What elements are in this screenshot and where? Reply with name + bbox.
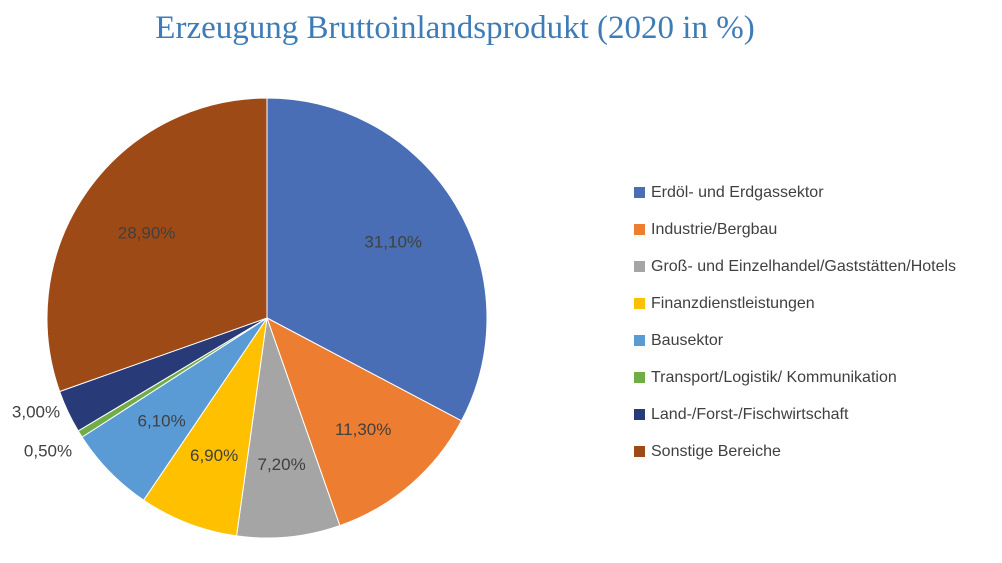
legend-item-erdoel-und-erdgassektor: Erdöl- und Erdgassektor bbox=[634, 174, 956, 211]
legend-label: Bausektor bbox=[651, 331, 724, 349]
pie-slice-finanzdienstleistungen bbox=[142, 317, 268, 537]
data-label-sonstige-bereiche: 28,90% bbox=[118, 223, 176, 242]
legend-swatch bbox=[634, 335, 645, 346]
pie-slices bbox=[46, 97, 488, 539]
legend-swatch bbox=[634, 224, 645, 235]
legend-item-land-forst-fischwirtschaft: Land-/Forst-/Fischwirtschaft bbox=[634, 396, 956, 433]
legend-label: Groß- und Einzelhandel/Gaststätten/Hotel… bbox=[651, 257, 957, 275]
pie-data-labels: 31,10% 11,30% 7,20% 6,90% 6,10% 0,50% 3,00% 28,… bbox=[12, 223, 422, 474]
legend-swatch bbox=[634, 298, 645, 309]
legend-swatch bbox=[634, 372, 645, 383]
legend-item-finanzdienstleistungen: Finanzdienstleistungen bbox=[634, 285, 956, 322]
data-label-finanzdienstleistungen: 6,90% bbox=[190, 446, 238, 465]
pie-slice-industrie-bergbau bbox=[266, 316, 463, 527]
legend-item-industrie-bergbau: Industrie/Bergbau bbox=[634, 211, 956, 248]
legend-label: Finanzdienstleistungen bbox=[651, 294, 815, 312]
legend-swatch bbox=[634, 187, 645, 198]
legend-item-gross-und-einzelhandel-gaststaetten-hotels: Groß- und Einzelhandel/Gaststätten/Hotel… bbox=[634, 248, 956, 285]
pie-slice-sonstige-bereiche bbox=[46, 97, 268, 393]
data-label-erdoel-und-erdgassektor: 31,10% bbox=[364, 232, 422, 251]
pie-slice-erdoel-und-erdgassektor bbox=[266, 97, 488, 422]
data-label-gross-und-einzelhandel-gaststaetten-hotels: 7,20% bbox=[257, 455, 305, 474]
chart-title: Erzeugung Bruttoinlandsprodukt (2020 in … bbox=[155, 10, 755, 46]
pie-slice-gross-und-einzelhandel-gaststaetten-hotels bbox=[235, 317, 341, 539]
legend-label: Erdöl- und Erdgassektor bbox=[651, 183, 824, 201]
data-label-industrie-bergbau: 11,30% bbox=[335, 420, 391, 439]
data-label-transport-logistik-kommunikation: 0,50% bbox=[24, 442, 72, 461]
legend-label: Sonstige Bereiche bbox=[651, 442, 781, 460]
legend-swatch bbox=[634, 446, 645, 457]
legend-swatch bbox=[634, 261, 645, 272]
legend-label: Transport/Logistik/ Kommunikation bbox=[651, 368, 897, 386]
legend-item-bausektor: Bausektor bbox=[634, 322, 956, 359]
data-label-bausektor: 6,10% bbox=[137, 412, 185, 431]
legend-item-sonstige-bereiche: Sonstige Bereiche bbox=[634, 433, 956, 470]
legend-label: Land-/Forst-/Fischwirtschaft bbox=[651, 405, 849, 423]
legend-label: Industrie/Bergbau bbox=[651, 220, 778, 238]
legend: Erdöl- und Erdgassektor Industrie/Bergbau… bbox=[634, 174, 956, 470]
legend-swatch bbox=[634, 409, 645, 420]
legend-item-transport-logistik-kommunikation: Transport/Logistik/ Kommunikation bbox=[634, 359, 956, 396]
data-label-land-forst-fischwirtschaft: 3,00% bbox=[12, 403, 60, 422]
